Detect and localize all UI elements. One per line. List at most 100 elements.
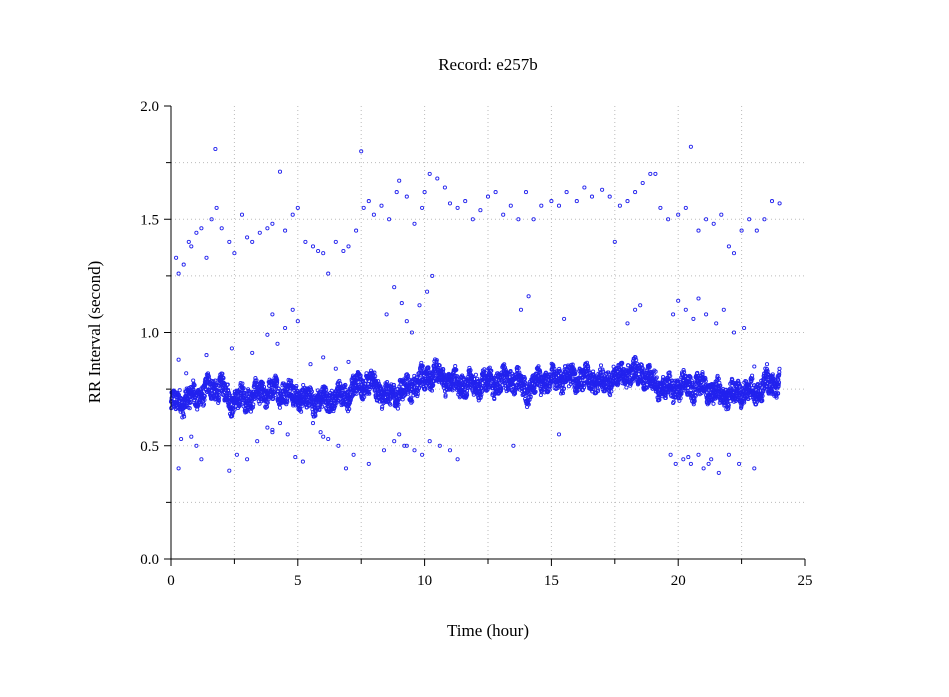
rr-point — [690, 381, 695, 386]
rr-outlier-point — [447, 201, 453, 206]
rr-outlier-point — [214, 205, 219, 210]
rr-outlier-point — [683, 205, 688, 210]
rr-point — [437, 363, 442, 368]
x-tick-label: 0 — [167, 573, 175, 589]
rr-point — [726, 403, 731, 408]
rr-outlier-point — [227, 239, 232, 244]
rr-point — [467, 385, 472, 390]
rr-point — [526, 402, 531, 407]
rr-outlier-point — [310, 244, 316, 249]
rr-point — [560, 391, 566, 396]
rr-point — [434, 363, 440, 368]
data-points — [168, 144, 782, 475]
rr-outlier-point — [366, 199, 371, 204]
rr-outlier-point — [270, 312, 275, 317]
rr-point — [481, 369, 487, 374]
rr-outlier-point — [666, 217, 671, 222]
rr-outlier-point — [412, 448, 417, 453]
rr-outlier-point — [229, 346, 234, 351]
rr-point — [251, 402, 256, 407]
rr-outlier-point — [455, 205, 460, 210]
rr-point — [441, 367, 446, 372]
rr-point — [700, 370, 705, 375]
rr-point — [494, 391, 499, 396]
rr-outlier-point — [764, 362, 770, 367]
rr-outlier-point — [194, 443, 199, 448]
rr-point — [385, 380, 390, 385]
rr-outlier-point — [270, 221, 275, 226]
rr-outlier-point — [209, 217, 214, 222]
rr-point — [416, 388, 421, 393]
rr-point — [538, 369, 543, 374]
rr-outlier-point — [706, 461, 711, 466]
rr-point — [738, 383, 743, 388]
rr-point — [275, 380, 280, 385]
rr-point — [693, 387, 698, 392]
rr-point — [566, 384, 571, 389]
rr-point — [755, 399, 760, 404]
rr-point — [347, 406, 352, 412]
rr-outlier-point — [379, 203, 384, 208]
rr-point — [380, 404, 385, 409]
rr-point — [395, 406, 400, 411]
rr-outlier-point — [430, 273, 435, 278]
rr-point — [675, 390, 680, 395]
rr-outlier-point — [316, 248, 321, 254]
rr-outlier-point — [582, 185, 587, 190]
rr-outlier-point — [653, 171, 658, 176]
rr-point — [478, 394, 483, 399]
rr-outlier-point — [265, 226, 270, 231]
rr-outlier-point — [239, 212, 245, 217]
rr-outlier-point — [531, 217, 536, 222]
rr-outlier-point — [397, 432, 402, 437]
rr-point — [226, 388, 231, 394]
rr-outlier-point — [336, 443, 341, 448]
rr-outlier-point — [283, 325, 288, 331]
rr-outlier-point — [668, 452, 673, 457]
rr-point — [191, 378, 196, 383]
rr-point — [181, 412, 186, 417]
rr-point — [516, 365, 521, 370]
rr-outlier-point — [213, 146, 218, 152]
rr-outlier-point — [721, 307, 726, 312]
rr-point — [692, 392, 697, 397]
rr-point — [497, 381, 502, 386]
rr-outlier-point — [277, 421, 283, 426]
rr-outlier-point — [204, 255, 209, 260]
rr-point — [634, 357, 639, 363]
rr-point — [718, 383, 723, 388]
rr-outlier-point — [752, 466, 757, 471]
rr-point — [240, 381, 245, 386]
rr-point — [663, 395, 668, 401]
rr-outlier-point — [232, 251, 237, 256]
rr-point — [498, 388, 504, 393]
rr-point — [301, 382, 306, 388]
y-axis-label: RR Interval (second) — [85, 261, 104, 404]
rr-point — [679, 391, 684, 396]
rr-point — [304, 405, 309, 410]
rr-outlier-point — [250, 350, 255, 355]
rr-point — [273, 393, 278, 398]
rr-outlier-point — [184, 371, 189, 376]
rr-point — [616, 382, 621, 387]
rr-point — [374, 378, 379, 383]
rr-outlier-point — [688, 144, 693, 149]
rr-point — [362, 394, 367, 400]
rr-point — [260, 381, 265, 386]
rr-outlier-point — [420, 452, 425, 457]
rr-point — [338, 381, 343, 386]
rr-point — [285, 399, 290, 405]
rr-outlier-point — [447, 448, 453, 453]
rr-outlier-point — [539, 203, 544, 208]
rr-outlier-point — [310, 421, 316, 426]
rr-point — [681, 368, 686, 373]
x-tick-label: 10 — [417, 573, 432, 589]
rr-outlier-point — [176, 271, 181, 276]
rr-outlier-point — [189, 434, 194, 439]
rr-point — [370, 370, 375, 375]
x-tick-label: 5 — [294, 573, 302, 589]
rr-outlier-point — [731, 251, 737, 256]
rr-outlier-point — [354, 228, 359, 233]
rr-point — [770, 372, 775, 377]
rr-point — [666, 390, 671, 395]
